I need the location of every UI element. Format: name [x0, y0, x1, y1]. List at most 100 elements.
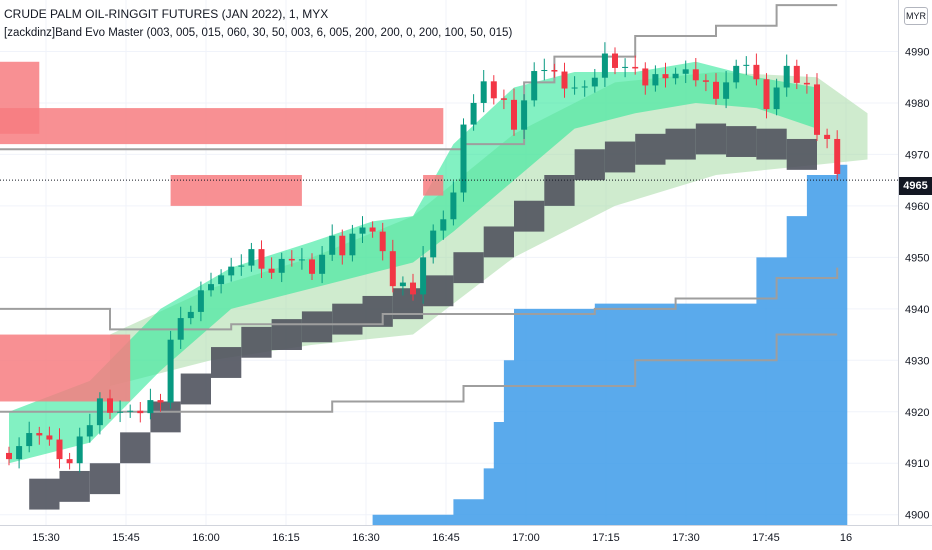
dark-step-block [544, 175, 575, 206]
dark-step-block [29, 478, 60, 510]
time-tick-label: 16:15 [272, 532, 300, 544]
candle-body [218, 275, 225, 285]
candle-body [601, 53, 608, 78]
resistance-zone [170, 175, 302, 206]
candle-body [379, 231, 386, 252]
dark-step-block [89, 463, 121, 495]
time-tick-label: 16:30 [352, 532, 380, 544]
candle-body [753, 64, 760, 80]
candle-body [692, 69, 699, 81]
time-tick-label: 16:45 [432, 532, 460, 544]
candle-body [147, 400, 154, 414]
dark-step-block [423, 275, 454, 307]
candle-body [26, 433, 33, 447]
price-tick-label: 4900 [905, 510, 929, 522]
candle-body [521, 100, 528, 130]
candle-body [359, 227, 366, 234]
candle-body [723, 82, 730, 99]
candle-body [743, 64, 750, 66]
candle-body [632, 66, 639, 69]
candle-body [349, 233, 356, 256]
dark-step-block [786, 138, 817, 170]
indicator-legend[interactable]: [zackdinz]Band Evo Master (003, 005, 015… [4, 27, 513, 39]
candle-body [399, 282, 406, 287]
candle-body [208, 284, 214, 291]
candle-body [16, 446, 23, 460]
fast-band [9, 61, 817, 464]
symbol-title[interactable]: CRUDE PALM OIL-RINGGIT FUTURES (JAN 2022… [4, 7, 329, 21]
guide-line-lower [0, 267, 839, 331]
candle-body [66, 459, 73, 464]
dark-step-block [150, 401, 181, 433]
candle-body [824, 134, 831, 139]
candle-body [511, 99, 517, 130]
candle-body [248, 249, 255, 266]
resistance-zone [0, 334, 131, 402]
candle-body [581, 86, 588, 88]
candle-body [682, 69, 689, 74]
dark-step-block [574, 149, 605, 181]
time-tick-label: 17:15 [592, 532, 620, 544]
candle-body [56, 439, 63, 460]
dark-step-block [514, 200, 545, 232]
candle-body [288, 258, 295, 261]
dark-step-block [604, 141, 636, 173]
candle-body [834, 138, 841, 174]
dark-step-block [665, 128, 696, 160]
candle-body [551, 70, 558, 72]
dark-step-block [301, 311, 333, 343]
candle-body [167, 339, 174, 403]
candle-body [389, 251, 396, 287]
price-tick-label: 4980 [905, 98, 929, 110]
resistance-zone [0, 108, 444, 145]
candle-body [612, 53, 618, 68]
candle-body [470, 102, 477, 125]
candle-body [490, 81, 497, 99]
dark-step-block [211, 347, 242, 378]
candle-body [430, 230, 437, 258]
candle-body [571, 87, 578, 89]
dark-step-block [453, 252, 484, 284]
time-tick-label: 17:45 [752, 532, 780, 544]
candle-body [6, 452, 12, 460]
candle-body [480, 81, 487, 103]
candle-body [197, 290, 204, 312]
candle-body [541, 70, 548, 72]
candle-body [531, 71, 538, 101]
price-tick-label: 4910 [905, 458, 929, 470]
price-tick-label: 4920 [905, 407, 929, 419]
dark-step-block [180, 373, 211, 405]
candle-body [96, 398, 103, 426]
dark-step-block [332, 303, 363, 335]
candle-body [187, 311, 194, 319]
candle-body [672, 73, 679, 79]
dark-step-block [695, 123, 727, 155]
candle-body [733, 65, 740, 83]
candle-body [814, 84, 820, 135]
price-axis[interactable]: 4900 4910 4920 4930 4940 4950 4960 4970 4980 4990 [905, 46, 929, 521]
price-tick-label: 4960 [905, 201, 929, 213]
candle-body [793, 65, 800, 83]
candle-body [127, 410, 134, 412]
candle-body [713, 81, 719, 99]
candle-body [803, 82, 810, 85]
candle-body [410, 282, 416, 295]
price-tick-label: 4970 [905, 149, 929, 161]
currency-badge[interactable]: MYR [904, 7, 928, 25]
candle-body [662, 74, 669, 79]
price-tick-label: 4990 [905, 46, 929, 58]
time-axis[interactable]: 15:30 15:45 16:00 16:15 16:30 16:45 17:00 17:15… [32, 532, 852, 544]
candle-body [783, 65, 790, 88]
candle-body [652, 74, 659, 86]
candle-layer [0, 42, 898, 473]
candle-body [420, 257, 427, 295]
candle-body [86, 425, 93, 437]
candle-body [500, 98, 507, 100]
candle-body [460, 124, 467, 193]
last-price-badge: 4965 [899, 177, 932, 195]
candle-body [36, 433, 43, 436]
zone-layer [0, 61, 444, 402]
dark-step-block [756, 128, 787, 160]
candle-body [107, 398, 113, 413]
